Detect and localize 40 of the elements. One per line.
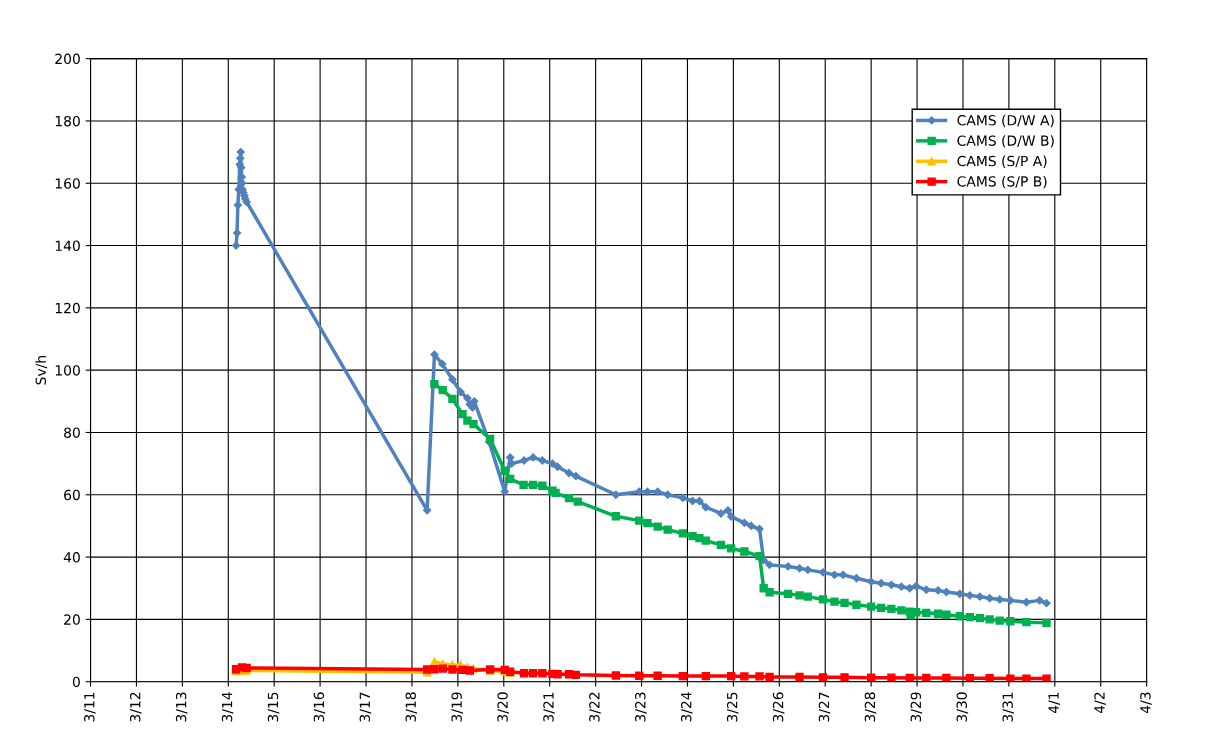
x-tick-label: 3/26: [772, 692, 785, 722]
y-tick-label: 140: [55, 240, 80, 252]
x-tick-label: 3/27: [818, 692, 831, 722]
legend-label: CAMS (D/W A): [957, 114, 1054, 128]
x-tick-label: 4/2: [1094, 692, 1106, 714]
x-tick-label: 3/21: [543, 692, 555, 722]
x-tick-label: 3/12: [129, 692, 142, 722]
legend-label: CAMS (D/W B): [957, 135, 1054, 148]
x-tick-label: 3/20: [497, 692, 509, 722]
y-tick-label: 80: [64, 427, 80, 438]
y-tick-label: 60: [64, 489, 80, 501]
x-tick-label: 3/17: [359, 692, 372, 722]
legend-label: CAMS (S/P B): [957, 175, 1047, 189]
x-tick-label: 3/25: [726, 692, 739, 722]
x-tick-label: 3/24: [680, 692, 693, 722]
x-tick-label: 3/16: [313, 692, 326, 722]
x-tick-label: 3/31: [1002, 692, 1015, 722]
x-tick-label: 4/1: [1048, 692, 1060, 714]
x-tick-label: 3/30: [956, 692, 969, 722]
y-tick-label: 160: [55, 178, 80, 189]
x-tick-label: 3/15: [267, 692, 280, 722]
y-tick-label: 100: [55, 365, 80, 376]
x-tick-label: 3/29: [910, 692, 923, 722]
y-tick-label: 180: [55, 115, 80, 127]
y-axis-title: Sv/h: [35, 356, 48, 385]
x-tick-label: 3/11: [84, 692, 96, 722]
x-tick-label: 3/22: [589, 692, 601, 722]
y-tick-label: 40: [63, 552, 80, 563]
x-tick-label: 3/14: [221, 692, 234, 722]
x-tick-label: 3/23: [635, 692, 647, 722]
legend-label: CAMS (S/P A): [957, 155, 1047, 168]
x-tick-label: 3/18: [405, 692, 418, 722]
x-tick-label: 3/19: [451, 692, 463, 722]
y-tick-label: 200: [55, 53, 80, 65]
x-tick-label: 3/28: [864, 692, 877, 722]
y-tick-label: 20: [64, 614, 80, 625]
y-tick-label: 120: [55, 302, 80, 314]
x-tick-label: 3/13: [175, 692, 188, 722]
y-tick-label: 0: [72, 676, 80, 688]
x-tick-label: 4/3: [1140, 692, 1152, 714]
